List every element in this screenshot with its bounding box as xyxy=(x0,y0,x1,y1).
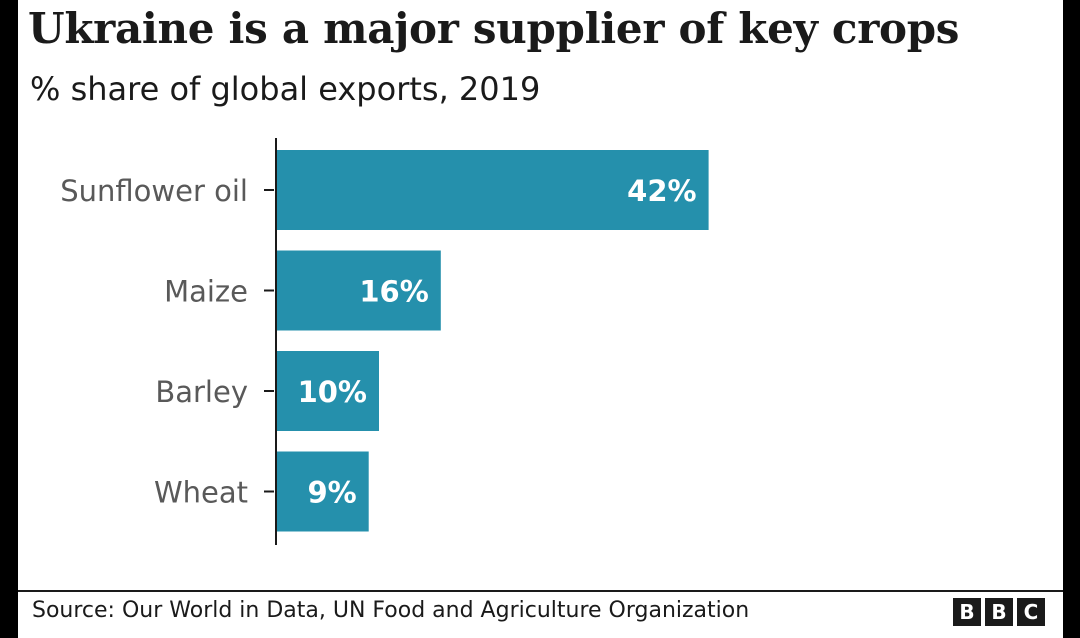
data-label: 9% xyxy=(307,476,356,510)
bbc-logo-letter: B xyxy=(985,598,1013,626)
category-label: Maize xyxy=(164,275,248,309)
chart-card: Ukraine is a major supplier of key crops… xyxy=(18,0,1063,638)
category-label: Barley xyxy=(155,375,248,409)
bar xyxy=(276,451,369,532)
bar xyxy=(276,150,709,230)
bbc-logo-letter: B xyxy=(953,598,981,626)
chart-subtitle: % share of global exports, 2019 xyxy=(30,70,541,108)
chart-title: Ukraine is a major supplier of key crops xyxy=(28,4,960,53)
bbc-logo: B B C xyxy=(953,598,1045,626)
category-label: Wheat xyxy=(154,476,248,510)
bar xyxy=(276,351,379,431)
bar xyxy=(276,250,441,331)
bar-chart: Sunflower oil 42% Maize 16% Barley 10% Wheat 9% xyxy=(60,138,709,545)
source-note: Source: Our World in Data, UN Food and A… xyxy=(32,598,750,623)
data-label: 42% xyxy=(627,174,696,208)
footer-divider xyxy=(18,590,1063,592)
data-label: 16% xyxy=(359,275,428,309)
bbc-logo-letter: C xyxy=(1017,598,1045,626)
data-label: 10% xyxy=(298,375,367,409)
category-label: Sunflower oil xyxy=(60,174,248,208)
